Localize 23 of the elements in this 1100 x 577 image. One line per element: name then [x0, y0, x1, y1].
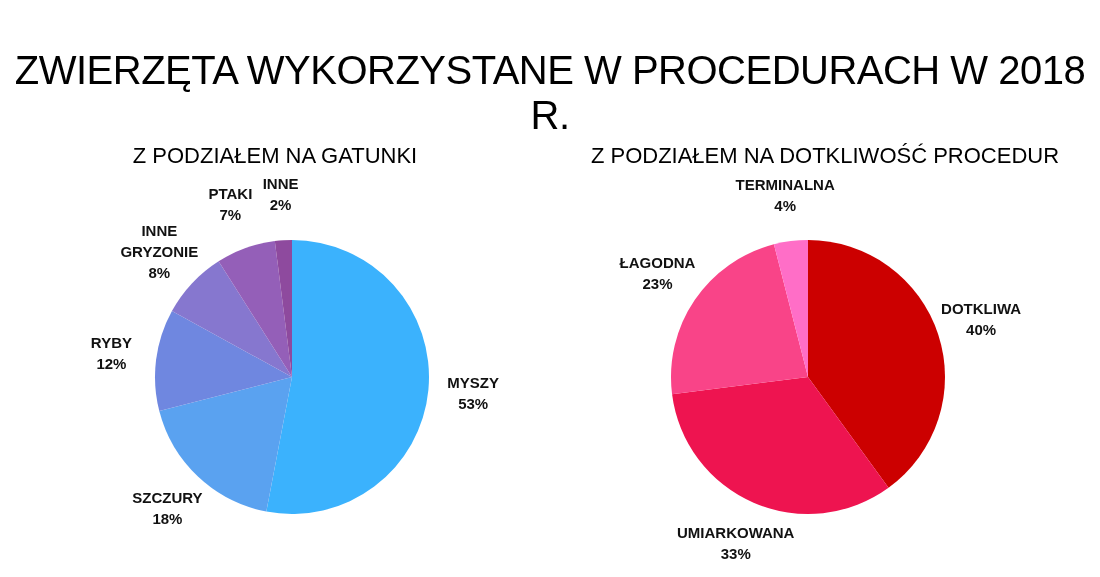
data-label: 23% [642, 275, 673, 293]
slice-label: UMIARKOWANA [676, 523, 795, 541]
slice-label: PTAKI [208, 185, 253, 203]
data-label: 53% [458, 394, 489, 412]
chart-title: ZWIERZĘTA WYKORZYSTANE W PROCEDURACH W 2018 R. [13, 48, 1087, 138]
data-label: 40% [966, 321, 997, 339]
slice-label: SZCZURY [132, 489, 203, 507]
data-label: 2% [269, 196, 292, 213]
slice-label: ŁAGODNA [619, 254, 696, 272]
data-label: 4% [774, 197, 797, 215]
data-label: 8% [148, 263, 171, 281]
data-label: 18% [152, 510, 183, 528]
slice-label: MYSZY [447, 373, 500, 391]
slice-label: TERMINALNA [735, 176, 835, 194]
slice-label: DOTKLIWA [941, 300, 1022, 318]
data-label: 7% [219, 206, 242, 224]
slice-label: INNE GRYZONIE [120, 221, 199, 260]
data-label: 12% [96, 354, 127, 372]
slice-label: INNE [262, 175, 299, 192]
data-label: 33% [720, 544, 751, 562]
slice-label: RYBY [90, 333, 132, 351]
chart-subtitle: Z PODZIAŁEM NA GATUNKI [131, 143, 419, 169]
chart-subtitle: Z PODZIAŁEM NA DOTKLIWOŚĆ PROCEDUR [589, 143, 1061, 169]
